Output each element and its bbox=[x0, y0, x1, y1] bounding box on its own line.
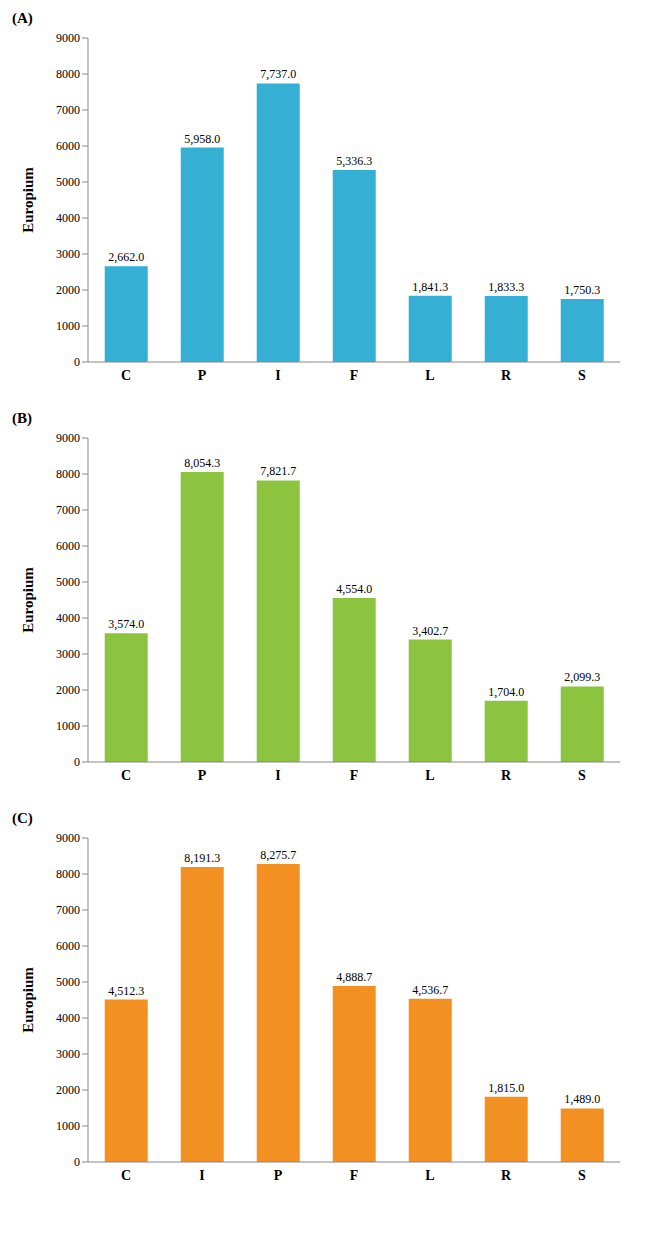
svg-text:P: P bbox=[274, 1168, 283, 1183]
svg-text:P: P bbox=[198, 368, 207, 383]
svg-text:5000: 5000 bbox=[56, 975, 80, 989]
svg-text:4000: 4000 bbox=[56, 611, 80, 625]
svg-text:I: I bbox=[199, 1168, 204, 1183]
svg-text:1,833.3: 1,833.3 bbox=[488, 280, 524, 294]
svg-text:3,402.7: 3,402.7 bbox=[412, 624, 448, 638]
svg-text:7000: 7000 bbox=[56, 903, 80, 917]
svg-text:C: C bbox=[121, 368, 131, 383]
svg-text:3000: 3000 bbox=[56, 647, 80, 661]
svg-text:P: P bbox=[198, 768, 207, 783]
svg-text:7,737.0: 7,737.0 bbox=[260, 67, 296, 81]
svg-text:F: F bbox=[350, 768, 359, 783]
svg-text:C: C bbox=[121, 1168, 131, 1183]
svg-text:2000: 2000 bbox=[56, 1083, 80, 1097]
svg-text:L: L bbox=[425, 768, 434, 783]
svg-text:I: I bbox=[275, 368, 280, 383]
svg-text:L: L bbox=[425, 368, 434, 383]
svg-text:4,888.7: 4,888.7 bbox=[336, 970, 372, 984]
svg-text:9000: 9000 bbox=[56, 431, 80, 445]
svg-text:5000: 5000 bbox=[56, 575, 80, 589]
svg-text:1,750.3: 1,750.3 bbox=[564, 283, 600, 297]
svg-text:2000: 2000 bbox=[56, 683, 80, 697]
svg-text:9000: 9000 bbox=[56, 31, 80, 45]
svg-text:1,704.0: 1,704.0 bbox=[488, 685, 524, 699]
svg-text:S: S bbox=[578, 1168, 586, 1183]
svg-text:7000: 7000 bbox=[56, 503, 80, 517]
svg-text:R: R bbox=[501, 368, 512, 383]
svg-text:8000: 8000 bbox=[56, 467, 80, 481]
svg-text:0: 0 bbox=[74, 1155, 80, 1169]
svg-text:0: 0 bbox=[74, 755, 80, 769]
svg-text:7000: 7000 bbox=[56, 103, 80, 117]
svg-text:4000: 4000 bbox=[56, 211, 80, 225]
svg-text:8,054.3: 8,054.3 bbox=[184, 456, 220, 470]
svg-text:Europium: Europium bbox=[20, 167, 36, 233]
svg-text:1,815.0: 1,815.0 bbox=[488, 1081, 524, 1095]
svg-text:2,662.0: 2,662.0 bbox=[108, 250, 144, 264]
svg-text:6000: 6000 bbox=[56, 539, 80, 553]
html-text:(C): (C) bbox=[12, 810, 33, 826]
svg-text:0: 0 bbox=[74, 355, 80, 369]
svg-text:4000: 4000 bbox=[56, 1011, 80, 1025]
svg-text:5000: 5000 bbox=[56, 175, 80, 189]
svg-text:6000: 6000 bbox=[56, 939, 80, 953]
svg-text:I: I bbox=[275, 768, 280, 783]
svg-text:F: F bbox=[350, 1168, 359, 1183]
svg-text:3,574.0: 3,574.0 bbox=[108, 617, 144, 631]
svg-text:1000: 1000 bbox=[56, 319, 80, 333]
svg-text:9000: 9000 bbox=[56, 831, 80, 845]
svg-text:8000: 8000 bbox=[56, 867, 80, 881]
svg-text:S: S bbox=[578, 768, 586, 783]
svg-text:7,821.7: 7,821.7 bbox=[260, 464, 296, 478]
svg-text:5,958.0: 5,958.0 bbox=[184, 132, 220, 146]
svg-text:F: F bbox=[350, 368, 359, 383]
svg-text:3000: 3000 bbox=[56, 247, 80, 261]
svg-text:1000: 1000 bbox=[56, 1119, 80, 1133]
svg-text:2,099.3: 2,099.3 bbox=[564, 670, 600, 684]
svg-text:4,554.0: 4,554.0 bbox=[336, 582, 372, 596]
svg-text:R: R bbox=[501, 1168, 512, 1183]
svg-text:1000: 1000 bbox=[56, 719, 80, 733]
svg-text:8,191.3: 8,191.3 bbox=[184, 851, 220, 865]
svg-text:C: C bbox=[121, 768, 131, 783]
svg-text:5,336.3: 5,336.3 bbox=[336, 154, 372, 168]
svg-text:4,512.3: 4,512.3 bbox=[108, 984, 144, 998]
html-text:(A): (A) bbox=[12, 10, 33, 26]
svg-text:Europium: Europium bbox=[20, 967, 36, 1033]
svg-text:2000: 2000 bbox=[56, 283, 80, 297]
svg-text:3000: 3000 bbox=[56, 1047, 80, 1061]
svg-text:4,536.7: 4,536.7 bbox=[412, 983, 448, 997]
svg-text:6000: 6000 bbox=[56, 139, 80, 153]
svg-text:L: L bbox=[425, 1168, 434, 1183]
svg-text:8000: 8000 bbox=[56, 67, 80, 81]
svg-text:8,275.7: 8,275.7 bbox=[260, 848, 296, 862]
html-text:(B): (B) bbox=[12, 410, 32, 426]
svg-text:S: S bbox=[578, 368, 586, 383]
svg-text:1,489.0: 1,489.0 bbox=[564, 1092, 600, 1106]
svg-text:1,841.3: 1,841.3 bbox=[412, 280, 448, 294]
svg-text:Europium: Europium bbox=[20, 567, 36, 633]
svg-text:R: R bbox=[501, 768, 512, 783]
